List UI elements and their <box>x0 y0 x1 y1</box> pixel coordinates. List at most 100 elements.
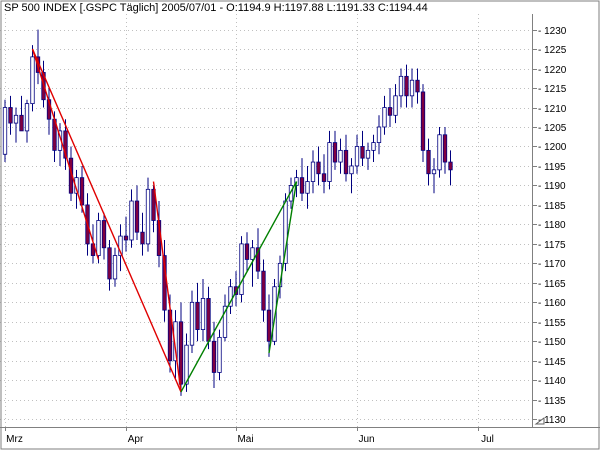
y-tick-label: - 1225 <box>538 45 567 56</box>
candlestick <box>189 290 195 353</box>
y-tick-label: - 1195 <box>538 162 566 173</box>
y-tick-label: - 1135 <box>538 396 566 407</box>
candlestick <box>316 146 321 186</box>
candlestick <box>151 185 156 233</box>
candlestick <box>321 154 327 194</box>
y-tick-label: - 1210 <box>538 104 567 115</box>
candlestick <box>63 119 68 170</box>
candle-body-up <box>250 247 255 260</box>
candle-body-down <box>19 114 24 132</box>
candlestick <box>431 158 437 194</box>
candle-body-down <box>442 134 448 163</box>
x-tick-label: Apr <box>128 434 144 445</box>
candle-body-up <box>398 75 404 97</box>
candlestick <box>140 212 145 256</box>
y-tick-label: - 1130 <box>538 415 566 426</box>
scale-corner-icon[interactable] <box>534 417 545 425</box>
red-trendline <box>31 48 100 260</box>
candle-body-up <box>365 149 371 159</box>
candle-body-down <box>178 321 184 385</box>
candlestick <box>30 45 35 112</box>
candle-body-down <box>140 231 145 245</box>
candle-body-up <box>189 301 195 346</box>
candle-body-up <box>96 220 101 256</box>
candlestick <box>365 142 371 170</box>
y-tick-label: - 1220 <box>538 65 567 76</box>
candlestick <box>437 126 442 178</box>
candle-body-up <box>184 344 189 385</box>
candle-body-down <box>123 235 129 241</box>
candle-body-down <box>101 220 107 249</box>
y-tick-label: - 1180 <box>538 220 566 231</box>
candle-body-down <box>255 247 261 272</box>
candle-body-up <box>354 146 360 167</box>
y-tick-label: - 1150 <box>538 337 566 348</box>
candlestick <box>448 150 453 186</box>
candlestick <box>415 68 420 104</box>
candlestick <box>145 177 151 252</box>
candle-body-down <box>448 161 453 171</box>
candlestick <box>327 130 332 190</box>
red-trendline <box>152 181 182 393</box>
candle-body-down <box>63 130 68 159</box>
candlestick <box>409 68 415 108</box>
candlestick <box>338 138 343 174</box>
candle-body-down <box>387 107 393 116</box>
candlestick <box>310 150 316 194</box>
candlestick <box>442 126 448 174</box>
y-tick-label: - 1200 <box>538 142 567 153</box>
candlestick <box>332 130 338 170</box>
candlestick <box>24 99 30 143</box>
candlestick <box>13 107 19 143</box>
candlestick <box>360 130 365 166</box>
candlestick <box>371 134 376 163</box>
candle-body-up <box>431 169 437 175</box>
candlestick <box>426 138 431 186</box>
candle-body-up <box>376 126 382 143</box>
x-axis: Mrz Apr Mai Jun Jul <box>5 427 494 445</box>
candle-body-down <box>332 142 338 163</box>
candlestick <box>299 158 305 202</box>
candlestick <box>288 177 294 209</box>
candle-body-down <box>321 173 327 182</box>
candle-body-down <box>195 301 200 330</box>
candlestick <box>2 99 8 163</box>
candlestick <box>112 247 118 287</box>
candlestick <box>228 278 233 315</box>
candle-body-up <box>371 142 376 151</box>
chart-title: SP 500 INDEX [.GSPC Täglich] 2005/07/01 … <box>4 2 428 14</box>
candle-body-up <box>24 103 30 132</box>
candlestick <box>123 216 129 252</box>
candle-body-down <box>134 200 140 233</box>
candlestick <box>178 302 184 396</box>
candle-body-up <box>393 95 398 116</box>
candlestick <box>134 185 140 240</box>
candlestick <box>129 189 134 248</box>
candlestick <box>200 278 206 342</box>
candle-body-up <box>272 286 277 342</box>
candlestick <box>250 239 255 287</box>
candle-body-up <box>338 149 343 163</box>
candle-body-down <box>206 298 211 342</box>
red-trendline <box>31 48 182 393</box>
candle-body-down <box>151 188 156 221</box>
candle-body-down <box>261 270 266 311</box>
candle-body-up <box>217 336 222 373</box>
candle-body-down <box>244 243 250 260</box>
candlestick <box>244 232 250 272</box>
candle-body-up <box>288 185 294 202</box>
x-tick-label: Jul <box>481 434 494 445</box>
candlestick <box>420 84 426 163</box>
candle-body-up <box>2 107 8 155</box>
y-tick-label: - 1205 <box>538 123 567 134</box>
candle-body-up <box>129 200 134 241</box>
candle-body-up <box>437 134 442 171</box>
candlestick <box>349 158 354 194</box>
candle-body-up <box>30 56 35 105</box>
candle-body-down <box>316 161 321 175</box>
y-tick-label: - 1185 <box>538 201 566 212</box>
candlestick <box>107 239 112 291</box>
